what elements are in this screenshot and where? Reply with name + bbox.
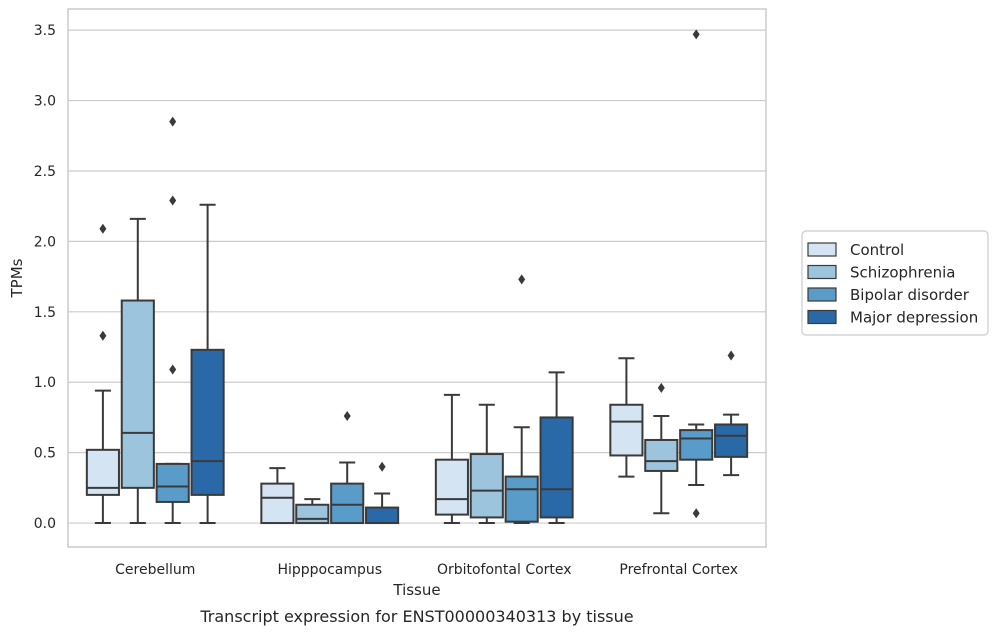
y-tick-label: 1.5 — [34, 305, 56, 321]
box-plot — [295, 498, 330, 525]
x-tick-labels: Cerebellum Hipppocampus Orbitofontal Corte… — [115, 562, 738, 578]
box-plot — [714, 350, 749, 477]
legend-label: Bipolar disorder — [850, 286, 970, 304]
outlier-point — [169, 364, 177, 375]
outlier-point — [657, 382, 665, 393]
box-iqr — [504, 475, 539, 523]
box-plot — [330, 411, 365, 525]
legend-frame — [801, 230, 989, 336]
box-iqr — [539, 416, 574, 519]
y-tick-label: 0.0 — [34, 516, 56, 532]
legend-swatch — [807, 242, 837, 257]
box-plot — [120, 217, 155, 525]
box-plot — [260, 467, 295, 525]
plot-frame — [67, 8, 767, 548]
box-iqr — [260, 482, 295, 525]
box-plot — [365, 461, 400, 525]
box-iqr — [644, 438, 679, 472]
outlier-point — [727, 350, 735, 361]
box-plot — [679, 29, 714, 519]
box-iqr — [120, 299, 155, 489]
box-plot — [155, 116, 190, 525]
box-plots — [85, 29, 749, 525]
legend: Control Schizophrenia Bipolar disorder Majo… — [801, 230, 989, 336]
box-plot — [469, 403, 504, 525]
box-iqr — [469, 453, 504, 519]
y-tick-labels: 0.0 0.5 1.0 1.5 2.0 2.5 3.0 3.5 — [34, 23, 56, 532]
x-tick-label: Orbitofontal Cortex — [437, 562, 572, 578]
outlier-point — [99, 223, 107, 234]
box-plot — [85, 223, 120, 525]
box-iqr — [714, 423, 749, 458]
legend-label: Schizophrenia — [850, 264, 955, 282]
box-iqr — [330, 482, 365, 525]
outlier-point — [169, 195, 177, 206]
box-iqr — [295, 503, 330, 525]
outlier-point — [169, 116, 177, 127]
box-plot — [434, 393, 469, 525]
outlier-point — [99, 330, 107, 341]
box-iqr — [679, 429, 714, 461]
y-tick-label: 2.5 — [34, 164, 56, 180]
legend-swatch — [807, 309, 837, 325]
box-iqr — [365, 506, 400, 525]
box-plot — [609, 357, 644, 478]
legend-label: Major depression — [850, 309, 978, 327]
outlier-point — [378, 461, 386, 472]
legend-swatch — [807, 264, 837, 280]
box-iqr — [190, 348, 225, 496]
y-tick-label: 1.0 — [34, 375, 56, 391]
box-iqr — [155, 462, 190, 503]
outlier-point — [692, 29, 700, 40]
x-tick-label: Prefrontal Cortex — [619, 562, 738, 578]
box-iqr — [609, 403, 644, 457]
y-tick-label: 0.5 — [34, 446, 56, 462]
gridlines — [68, 29, 766, 524]
box-plot — [539, 371, 574, 525]
outlier-point — [518, 274, 526, 285]
legend-label: Control — [850, 241, 904, 259]
y-tick-label: 2.0 — [34, 234, 56, 250]
outlier-point — [692, 508, 700, 519]
x-tick-label: Cerebellum — [115, 562, 195, 578]
y-tick-label: 3.0 — [34, 94, 56, 110]
y-tick-label: 3.5 — [34, 23, 56, 39]
outlier-point — [343, 411, 351, 422]
box-iqr — [434, 458, 469, 516]
x-tick-label: Hipppocampus — [277, 562, 382, 578]
box-plot — [504, 274, 539, 525]
y-axis-label: TPMs — [8, 258, 26, 298]
box-plot — [190, 203, 225, 525]
x-axis-label: Tissue — [392, 581, 440, 599]
box-plot — [644, 382, 679, 515]
legend-swatch — [807, 287, 837, 302]
chart-caption: Transcript expression for ENST0000034031… — [199, 607, 633, 626]
